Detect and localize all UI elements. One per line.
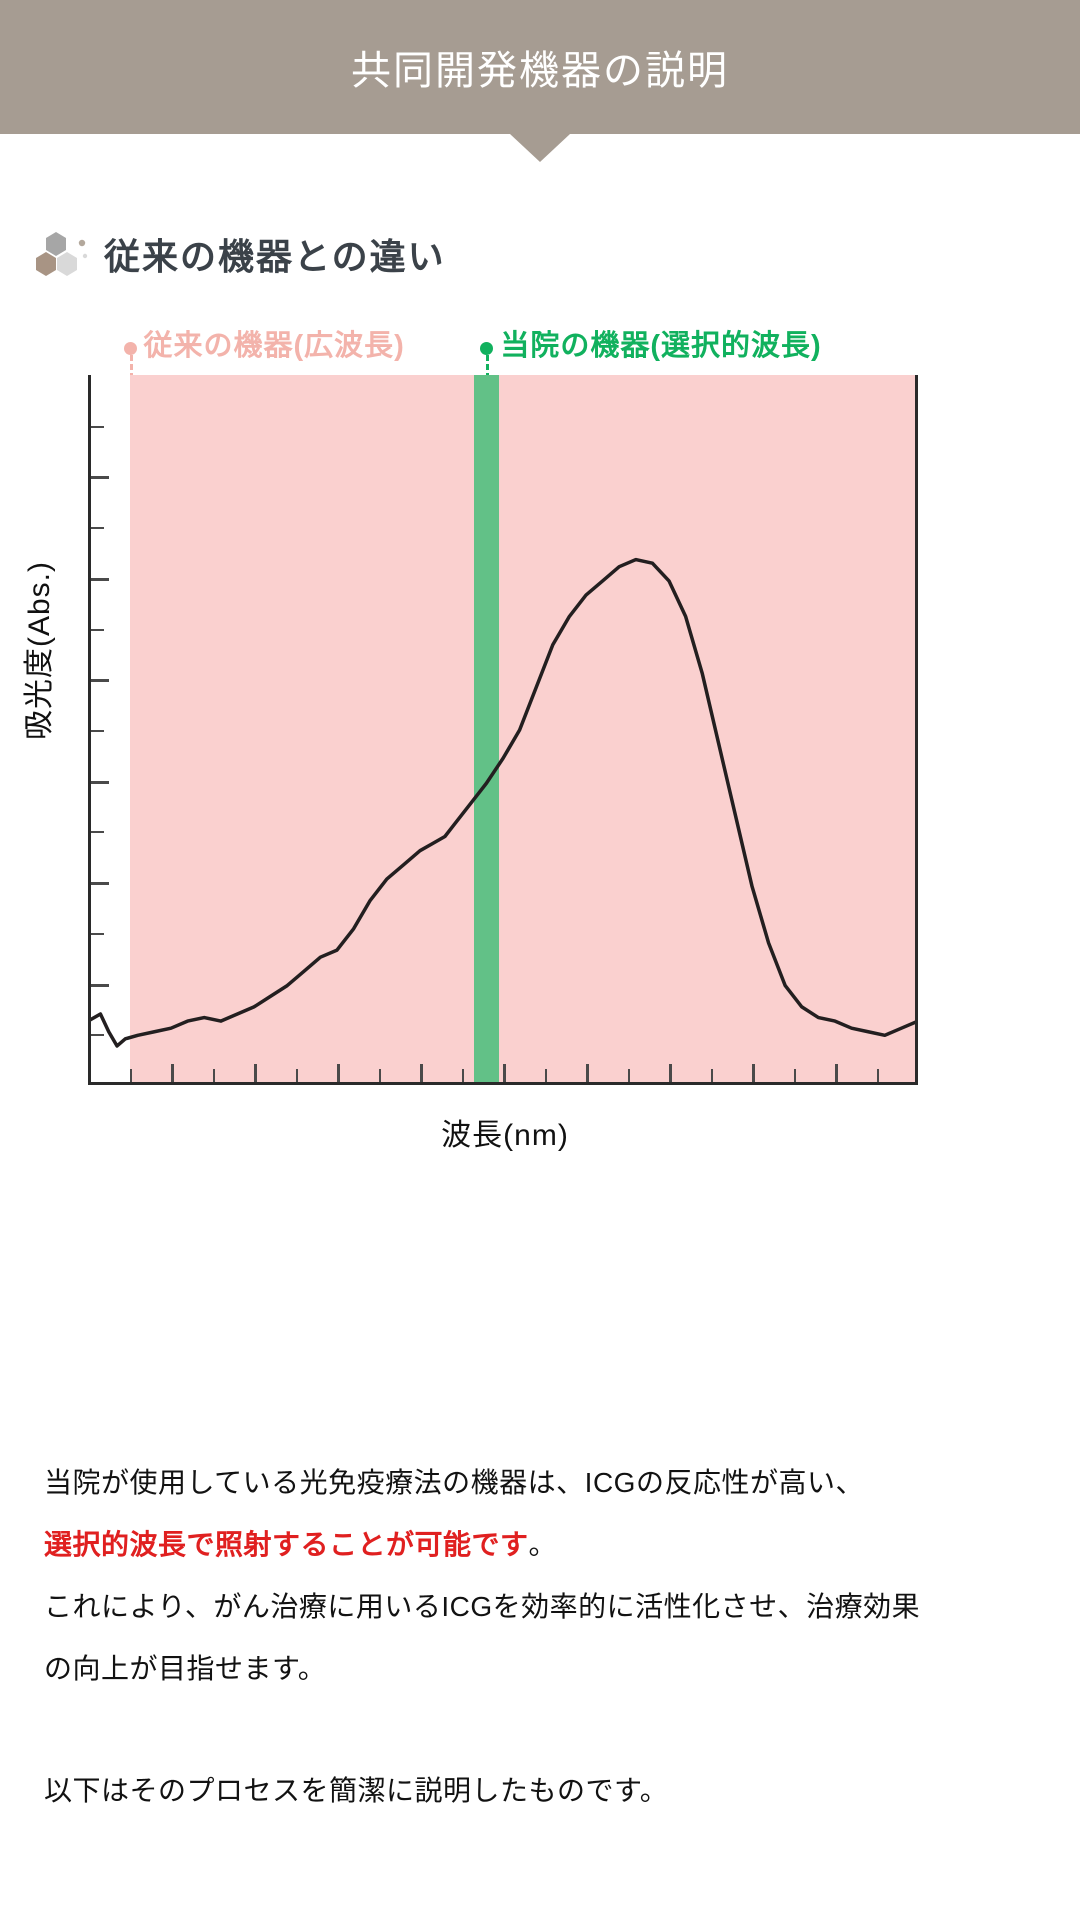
x-axis-tick	[503, 1064, 506, 1082]
y-axis-tick	[91, 780, 109, 784]
x-axis-tick	[835, 1064, 838, 1082]
x-axis-tick	[586, 1064, 589, 1082]
y-axis-tick	[91, 831, 104, 834]
y-axis-tick	[91, 730, 104, 732]
y-axis-tick	[91, 425, 104, 428]
body-copy: 当院が使用している光免疫療法の機器は、ICGの反応性が高い、 選択的波長で照射す…	[44, 1452, 1044, 1822]
x-axis-tick	[669, 1064, 672, 1082]
x-axis-tick	[254, 1064, 257, 1082]
x-axis-tick	[627, 1069, 630, 1082]
spectrum-curve	[88, 557, 918, 1048]
paragraph-emphasis: 選択的波長で照射することが可能です。	[44, 1514, 1044, 1576]
x-axis-tick	[295, 1069, 298, 1082]
shaded-region-broad-wavelength	[129, 375, 918, 1082]
x-axis-tick	[212, 1069, 215, 1082]
x-axis-title: 波長(nm)	[441, 1119, 569, 1152]
x-axis-tick	[752, 1064, 755, 1082]
x-axis-tick	[544, 1069, 547, 1082]
plot-box	[88, 375, 918, 1085]
y-axis-tick	[91, 882, 109, 886]
y-axis-tick	[91, 1034, 104, 1037]
header-banner: 共同開発機器の説明	[0, 0, 1080, 134]
legend-conventional-label: 従来の機器(広波長)	[143, 330, 405, 362]
spectrum-chart: 従来の機器(広波長) 当院の機器(選択的波長) ICGの反応 効率が低い ICG…	[0, 320, 1080, 1410]
plot-right-border	[915, 375, 918, 1085]
header-arrow-icon	[510, 134, 570, 162]
page-title: 共同開発機器の説明	[351, 49, 729, 93]
y-axis-tick	[91, 527, 104, 530]
x-axis-tick	[793, 1069, 796, 1082]
x-axis-tick	[876, 1069, 879, 1082]
paragraph-emphasis-text: 選択的波長で照射することが可能です	[44, 1529, 529, 1560]
hexagon-cluster-icon	[36, 232, 88, 276]
x-axis-tick	[129, 1069, 132, 1082]
x-axis-tick	[337, 1064, 340, 1082]
section-heading-label: 従来の機器との違い	[104, 236, 446, 277]
x-axis-tick	[461, 1069, 464, 1082]
y-axis-tick	[91, 476, 109, 480]
legend-ours-dot-marker	[480, 342, 494, 355]
paragraph-intro: 当院が使用している光免疫療法の機器は、ICGの反応性が高い、	[44, 1467, 864, 1498]
section-heading: 従来の機器との違い	[36, 228, 446, 280]
paragraph-effect-line2: の向上が目指せます。	[44, 1653, 327, 1684]
y-axis-tick	[91, 932, 104, 935]
x-axis-tick	[378, 1069, 381, 1082]
x-axis-tick	[710, 1069, 713, 1082]
y-axis-tick	[91, 679, 109, 683]
x-axis-line	[88, 1082, 918, 1085]
legend-conventional-dot-marker	[123, 342, 137, 355]
paragraph-closing: 以下はそのプロセスを簡潔に説明したものです。	[44, 1775, 669, 1806]
legend-ours-label: 当院の機器(選択的波長)	[500, 330, 822, 362]
y-axis-line	[88, 375, 91, 1085]
shaded-region-selective-wavelength	[473, 375, 499, 1082]
y-axis-title: 吸光度(Abs.)	[23, 560, 56, 740]
paragraph-effect-line1: これにより、がん治療に用いるICGを効率的に活性化させ、治療効果	[44, 1591, 921, 1622]
y-axis-tick	[91, 983, 109, 987]
x-axis-tick	[420, 1064, 423, 1082]
y-axis-tick	[91, 628, 104, 631]
paragraph-emphasis-punctuation: 。	[528, 1529, 558, 1560]
y-axis-tick	[91, 577, 109, 581]
x-axis-tick	[171, 1064, 174, 1082]
